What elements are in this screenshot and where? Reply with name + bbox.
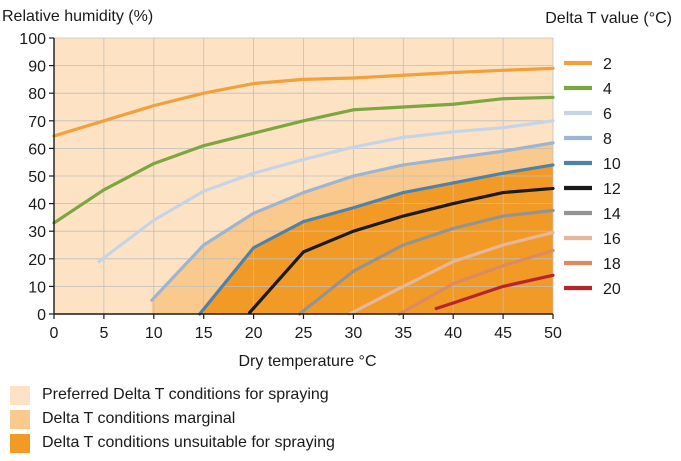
x-tick-label: 45 — [494, 325, 512, 342]
y-tick-label: 0 — [37, 307, 46, 324]
series-line-12 — [248, 186, 555, 315]
series-line-18 — [397, 248, 555, 316]
series-line-6 — [97, 119, 555, 264]
series-line-14 — [297, 208, 555, 316]
legend-label-14: 14 — [603, 206, 621, 223]
series-line-4 — [52, 95, 555, 225]
x-tick-label: 10 — [145, 325, 163, 342]
x-tick-label: 50 — [544, 325, 562, 342]
y-tick-label: 30 — [28, 224, 46, 241]
x-tick-label: 20 — [245, 325, 263, 342]
y-tick-label: 20 — [28, 252, 46, 269]
legend-preferred: Preferred Delta T conditions for sprayin… — [10, 383, 335, 407]
x-tick-label: 40 — [444, 325, 462, 342]
y-tick-label: 10 — [28, 279, 46, 296]
x-tick-label: 0 — [50, 325, 59, 342]
legend-label-12: 12 — [603, 181, 621, 198]
legend-label-18: 18 — [603, 256, 621, 273]
legend-label-2: 2 — [603, 56, 612, 73]
legend-label-20: 20 — [603, 281, 621, 298]
legend-label-4: 4 — [603, 81, 612, 98]
x-tick-label: 5 — [99, 325, 108, 342]
legend-label-10: 10 — [603, 156, 621, 173]
legend-preferred-label: Preferred Delta T conditions for sprayin… — [42, 386, 329, 403]
y-tick-label: 60 — [28, 141, 46, 158]
legend-label-6: 6 — [603, 106, 612, 123]
y-tick-label: 50 — [28, 169, 46, 186]
legend-marginal-label: Delta T conditions marginal — [42, 410, 236, 427]
legend-label-8: 8 — [603, 131, 612, 148]
legend-unsuitable: Delta T conditions unsuitable for sprayi… — [10, 431, 335, 455]
y-tick-label: 70 — [28, 114, 46, 131]
legend-unsuitable-swatch — [10, 433, 30, 453]
series-line-20 — [434, 273, 555, 311]
x-tick-label: 15 — [195, 325, 213, 342]
y-tick-label: 100 — [19, 31, 46, 48]
y-tick-label: 80 — [28, 86, 46, 103]
series-line-2 — [52, 66, 555, 138]
series-line-10 — [198, 163, 555, 316]
y-tick-label: 40 — [28, 197, 46, 214]
x-tick-label: 25 — [295, 325, 313, 342]
x-axis-label: Dry temperature °C — [239, 353, 377, 370]
legend-title: Delta T value (°C) — [545, 10, 672, 27]
series-line-8 — [150, 141, 555, 302]
legend-marginal-swatch — [10, 409, 30, 429]
x-tick-label: 35 — [394, 325, 412, 342]
legend-unsuitable-label: Delta T conditions unsuitable for sprayi… — [42, 434, 335, 451]
legend-preferred-swatch — [10, 385, 30, 405]
x-tick-label: 30 — [345, 325, 363, 342]
y-axis-label: Relative humidity (%) — [2, 8, 153, 25]
y-tick-label: 90 — [28, 59, 46, 76]
legend-label-16: 16 — [603, 231, 621, 248]
series-line-16 — [347, 230, 555, 316]
legend-marginal: Delta T conditions marginal — [10, 407, 335, 431]
category-legend: Preferred Delta T conditions for sprayin… — [10, 383, 335, 455]
